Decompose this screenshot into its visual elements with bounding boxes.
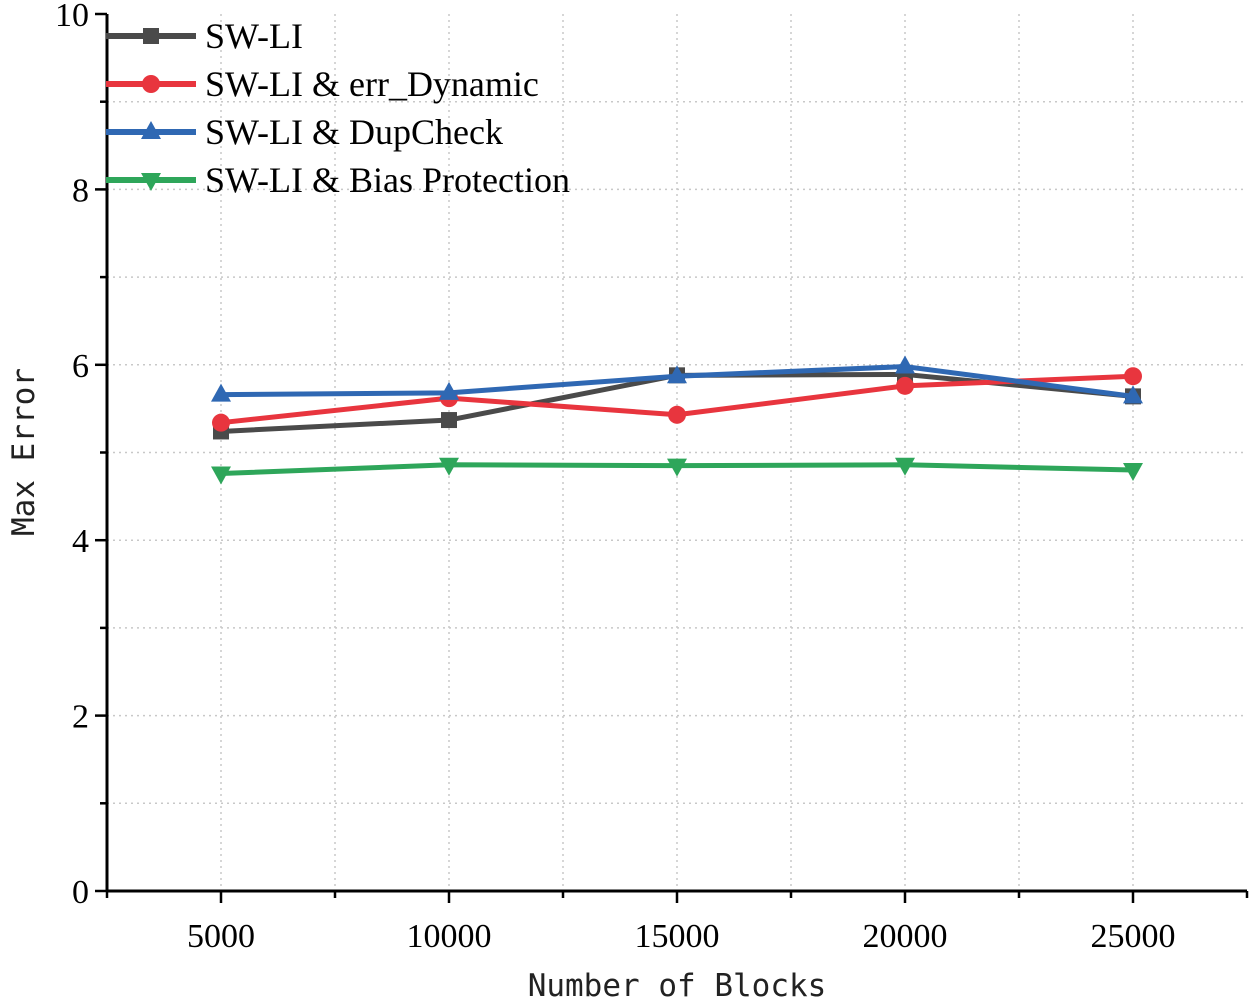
x-tick-label: 20000 xyxy=(863,918,948,955)
data-point xyxy=(211,466,231,485)
data-point xyxy=(667,458,687,477)
data-point xyxy=(439,457,459,476)
y-tick-label: 6 xyxy=(72,348,89,385)
y-tick-label: 10 xyxy=(55,0,89,34)
legend-item-2: SW-LI & err_Dynamic xyxy=(106,64,539,104)
legend-marker xyxy=(141,173,161,191)
x-tick-label: 25000 xyxy=(1091,918,1176,955)
legend-label: SW-LI xyxy=(205,16,303,56)
x-tick-label: 15000 xyxy=(635,918,720,955)
y-axis-title: Max Error xyxy=(6,368,42,536)
legend: SW-LI SW-LI & err_Dynamic SW-LI & DupCheck… xyxy=(106,16,570,200)
data-point xyxy=(1124,367,1142,386)
y-tick-label: 2 xyxy=(72,699,89,736)
legend-marker xyxy=(142,75,160,93)
grid-lines xyxy=(107,14,1247,891)
data-point xyxy=(441,412,457,429)
data-point xyxy=(895,355,915,374)
legend-label: SW-LI & err_Dynamic xyxy=(205,64,539,104)
x-tick-label: 5000 xyxy=(187,918,255,955)
x-tick-label: 10000 xyxy=(407,918,492,955)
series-layer xyxy=(211,355,1143,485)
y-tick-label: 8 xyxy=(72,172,89,209)
legend-label: SW-LI & DupCheck xyxy=(205,112,503,152)
legend-item-1: SW-LI xyxy=(106,16,303,56)
series-4 xyxy=(211,457,1143,485)
data-point xyxy=(896,376,914,395)
data-point xyxy=(895,457,915,476)
legend-label: SW-LI & Bias Protection xyxy=(205,160,570,200)
data-point xyxy=(667,365,687,384)
legend-item-3: SW-LI & DupCheck xyxy=(106,112,503,152)
data-point xyxy=(1123,385,1143,404)
y-tick-label: 0 xyxy=(72,874,89,911)
series-3 xyxy=(211,355,1143,404)
legend-marker xyxy=(143,28,159,44)
axes: 0 2 4 6 8 10 5000 10000 15000 20000 25000 xyxy=(55,0,1249,955)
legend-marker xyxy=(141,121,161,139)
data-point xyxy=(439,381,459,400)
data-point xyxy=(212,413,230,432)
legend-item-4: SW-LI & Bias Protection xyxy=(106,160,570,200)
x-axis-title: Number of Blocks xyxy=(528,968,827,1004)
data-point xyxy=(668,405,686,424)
data-point xyxy=(1123,463,1143,482)
y-tick-label: 4 xyxy=(72,523,89,560)
data-point xyxy=(211,383,231,402)
